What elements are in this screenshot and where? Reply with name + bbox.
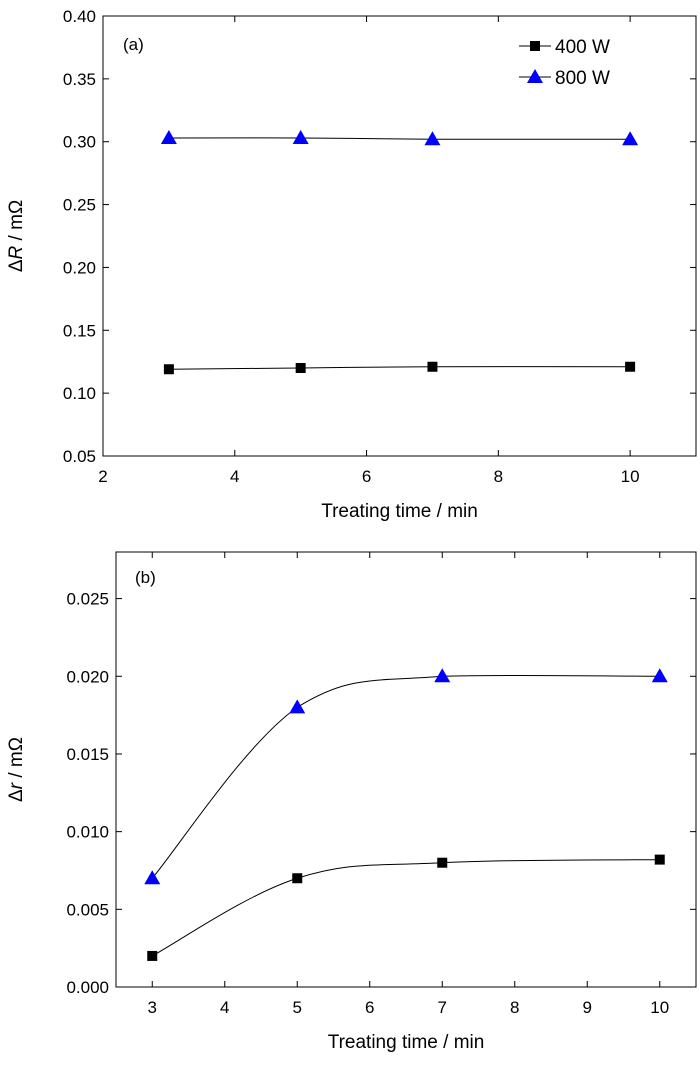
y-tick-label: 0.25: [63, 196, 96, 215]
legend-marker-square: [530, 41, 540, 51]
x-tick-label: 3: [148, 998, 157, 1017]
plot-frame: [115, 551, 697, 988]
y-axis-title-suffix: / mΩ: [6, 200, 27, 246]
series-400w: [163, 361, 636, 375]
x-tick-label: 4: [220, 998, 229, 1017]
plot-frame: [102, 15, 697, 457]
x-tick-label: 4: [230, 467, 239, 486]
legend-label: 400 W: [555, 37, 610, 58]
data-point-triangle: [144, 870, 161, 885]
data-point-triangle: [289, 699, 306, 714]
x-tick-label: 10: [621, 467, 640, 486]
x-axis-title: Treating time / min: [328, 1032, 485, 1053]
x-tick-label: 8: [510, 998, 519, 1017]
series-line: [152, 859, 660, 957]
series-line: [168, 137, 631, 140]
data-point-triangle: [651, 668, 668, 683]
y-tick-label: 0.05: [63, 447, 96, 466]
y-axis-title-prefix: Δ: [6, 789, 27, 802]
x-tick-label: 2: [98, 467, 107, 486]
x-axis-title: Treating time / min: [321, 501, 478, 522]
y-axis-title-prefix: Δ: [6, 259, 27, 272]
y-axis-title: Δr / mΩ: [6, 737, 27, 802]
data-point-square: [654, 854, 665, 865]
chart-panel-a: 2 4 6 8 10 0.05 0.10 0.15 0.20 0.25 0.30 0.35 0.40 Tr…: [6, 7, 697, 522]
y-tick-label: 0.015: [66, 745, 109, 764]
y-tick-label: 0.20: [63, 258, 96, 277]
x-tick-label: 6: [365, 998, 374, 1017]
y-tick-label: 0.15: [63, 321, 96, 340]
x-tick-label: 9: [583, 998, 592, 1017]
data-point-square: [625, 361, 636, 372]
series-800w: [144, 668, 668, 885]
y-tick-label: 0.025: [66, 590, 109, 609]
y-axis-title-suffix: / mΩ: [6, 737, 27, 783]
x-tick-label: 5: [293, 998, 302, 1017]
x-tick-label: 8: [494, 467, 503, 486]
series-line: [168, 366, 631, 370]
y-axis-title: ΔR / mΩ: [6, 200, 27, 272]
data-point-square: [147, 950, 158, 961]
y-tick-label: 0.35: [63, 70, 96, 89]
y-tick-label: 0.020: [66, 667, 109, 686]
y-axis-title-symbol: r: [6, 782, 27, 789]
panel-label: (b): [135, 568, 156, 587]
y-tick-label: 0.10: [63, 384, 96, 403]
data-point-square: [292, 873, 303, 884]
y-tick-label: 0.010: [66, 823, 109, 842]
data-point-triangle: [622, 131, 639, 146]
x-tick-label: 7: [438, 998, 447, 1017]
data-point-triangle: [424, 131, 441, 146]
y-tick-label: 0.000: [66, 978, 109, 997]
data-point-triangle: [160, 129, 177, 144]
x-tick-label: 6: [362, 467, 371, 486]
data-point-square: [295, 363, 306, 373]
data-point-triangle: [434, 668, 451, 683]
legend-marker-triangle: [527, 69, 543, 83]
y-tick-label: 0.30: [63, 133, 96, 152]
data-point-triangle: [292, 129, 309, 144]
data-point-square: [163, 364, 174, 375]
x-tick-label: 10: [650, 998, 669, 1017]
series-800w: [160, 129, 639, 146]
y-tick-label: 0.005: [66, 900, 109, 919]
panel-label: (a): [123, 35, 144, 54]
series-line: [151, 674, 660, 879]
series-400w: [147, 854, 665, 961]
chart-panel-b: 3 4 5 6 7 8 9 10 0.000 0.005 0.010 0.015 0.020 0.025 T…: [6, 551, 697, 1053]
data-point-square: [427, 361, 438, 372]
y-axis-title-symbol: R: [6, 245, 27, 259]
data-point-square: [437, 857, 448, 868]
legend: 400 W 800 W: [519, 37, 610, 89]
legend-label: 800 W: [555, 68, 610, 89]
y-tick-label: 0.40: [63, 7, 96, 26]
